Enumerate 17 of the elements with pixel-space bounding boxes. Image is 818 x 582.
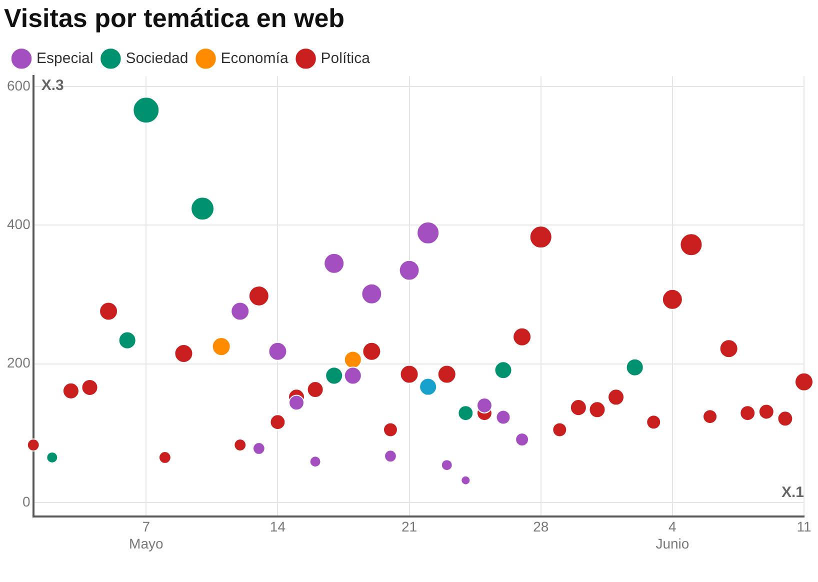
x-tick-label: 14 (270, 518, 286, 535)
y-tick-label: 200 (7, 354, 31, 371)
x-tick-label: 11 (796, 518, 812, 535)
legend-label: Economía (220, 50, 289, 67)
y-axis-title: X.3 (41, 76, 64, 94)
x-axis-title: X.1 (781, 484, 804, 502)
x-tick-label: 7 Mayo (129, 518, 164, 552)
chart-title: Visitas por temática en web (4, 2, 345, 33)
legend-label: Política (320, 50, 371, 67)
legend-label: Sociedad (126, 50, 188, 67)
x-tick-label: 28 (533, 518, 549, 535)
y-tick-label: 600 (7, 77, 31, 94)
y-tick-label: 0 (22, 493, 31, 510)
y-tick-label: 400 (7, 216, 31, 232)
x-tick-label: 21 (401, 518, 418, 535)
legend-label: Especial (36, 50, 94, 67)
x-tick-label: 4 Junio (656, 518, 690, 552)
